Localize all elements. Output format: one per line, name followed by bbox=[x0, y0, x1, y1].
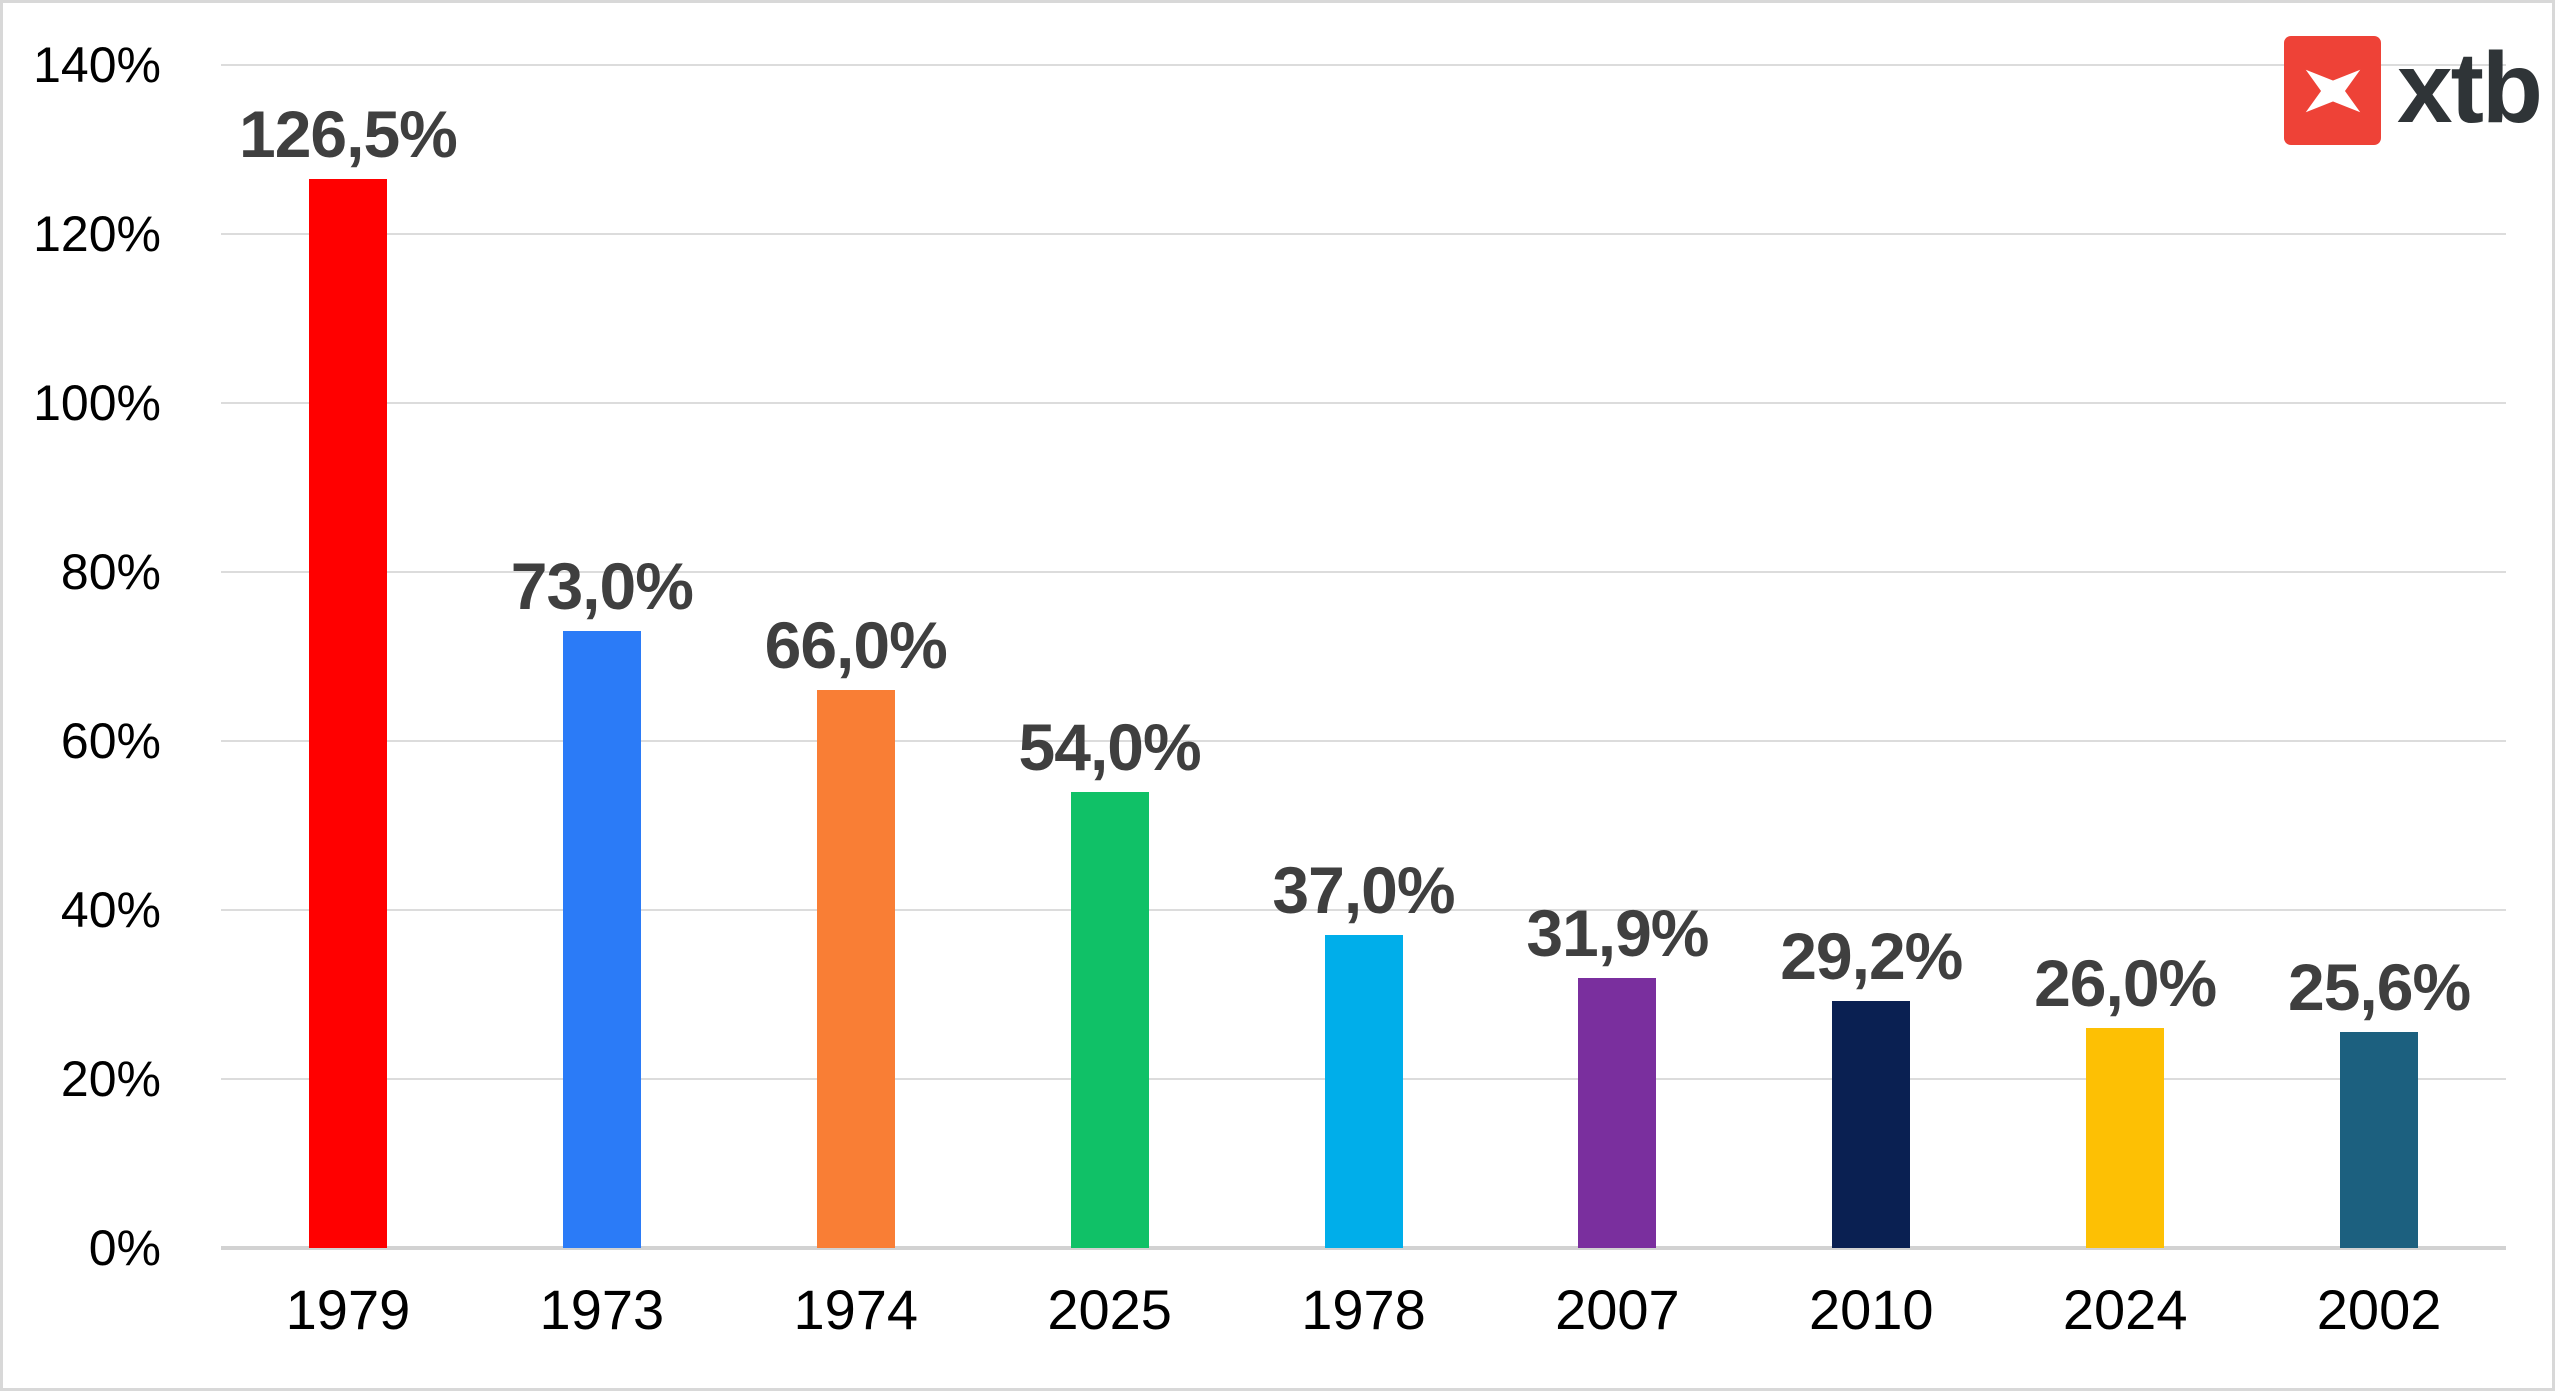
value-label: 26,0% bbox=[2034, 946, 2217, 1021]
x-tick-label: 2002 bbox=[2316, 1278, 2442, 1341]
y-tick-label: 80% bbox=[60, 544, 161, 600]
x-tick-label: 2025 bbox=[1047, 1278, 1172, 1341]
y-tick-label: 0% bbox=[88, 1220, 161, 1276]
bar-column-2010: 29,2% 2010 bbox=[1744, 65, 1998, 1339]
value-label: 73,0% bbox=[510, 549, 694, 624]
x-tick-label: 2007 bbox=[1555, 1278, 1680, 1341]
bar-plot-area: 126,5% 1979 73,0% 1973 66,0% 1974 54,0% 2025 37,… bbox=[221, 65, 2506, 1340]
bar-1979 bbox=[308, 179, 387, 1248]
bar-column-1973: 73,0% 1973 bbox=[475, 65, 729, 1339]
bar-2025 bbox=[1070, 791, 1149, 1248]
y-tick-label: 140% bbox=[33, 37, 161, 93]
x-tick-label: 2024 bbox=[2062, 1278, 2188, 1341]
bar-column-2007: 31,9% 2007 bbox=[1490, 65, 1744, 1339]
value-label: 37,0% bbox=[1272, 853, 1455, 928]
bar-column-2024: 26,0% 2024 bbox=[1998, 65, 2252, 1339]
x-tick-label: 1974 bbox=[793, 1278, 919, 1341]
gridline bbox=[221, 909, 2506, 911]
xtb-logo-mark bbox=[2284, 36, 2381, 145]
bar-column-1978: 37,0% 1978 bbox=[1237, 65, 1491, 1339]
bar-column-2002: 25,6% 2002 bbox=[2252, 65, 2506, 1340]
bar-1973 bbox=[562, 631, 641, 1248]
bar-column-1974: 66,0% 1974 bbox=[729, 65, 983, 1339]
xtb-x-icon bbox=[2305, 69, 2360, 112]
value-label: 29,2% bbox=[1780, 919, 1963, 994]
value-label: 54,0% bbox=[1018, 709, 1202, 784]
x-tick-label: 1979 bbox=[285, 1278, 411, 1341]
y-tick-label: 40% bbox=[60, 882, 161, 938]
bar-2010 bbox=[1832, 1001, 1911, 1248]
value-label: 66,0% bbox=[764, 608, 948, 683]
gridline bbox=[221, 233, 2506, 235]
y-tick-label: 20% bbox=[60, 1051, 161, 1107]
bar-2002 bbox=[2340, 1031, 2419, 1248]
gridline bbox=[221, 402, 2506, 404]
value-label: 126,5% bbox=[239, 97, 458, 172]
bar-2024 bbox=[2086, 1028, 2165, 1248]
xtb-logo-text: xtb bbox=[2397, 32, 2543, 144]
bar-column-2025: 54,0% 2025 bbox=[983, 65, 1237, 1340]
bar-column-1979: 126,5% 1979 bbox=[221, 65, 475, 1339]
bar-1974 bbox=[816, 690, 895, 1248]
value-label: 31,9% bbox=[1526, 896, 1709, 971]
y-tick-label: 120% bbox=[33, 206, 161, 262]
value-label: 25,6% bbox=[2287, 949, 2471, 1024]
y-tick-label: 100% bbox=[33, 375, 161, 431]
x-tick-label: 2010 bbox=[1809, 1278, 1934, 1341]
x-axis-baseline bbox=[221, 1246, 2506, 1250]
gridline bbox=[221, 740, 2506, 742]
bar-1978 bbox=[1324, 935, 1403, 1248]
xtb-logo: xtb bbox=[2284, 31, 2543, 145]
x-tick-label: 1978 bbox=[1301, 1278, 1426, 1341]
gridline bbox=[221, 64, 2506, 66]
bar-2007 bbox=[1578, 978, 1657, 1248]
gridline bbox=[221, 571, 2506, 573]
y-tick-label: 60% bbox=[60, 713, 161, 769]
x-tick-label: 1973 bbox=[539, 1278, 665, 1341]
